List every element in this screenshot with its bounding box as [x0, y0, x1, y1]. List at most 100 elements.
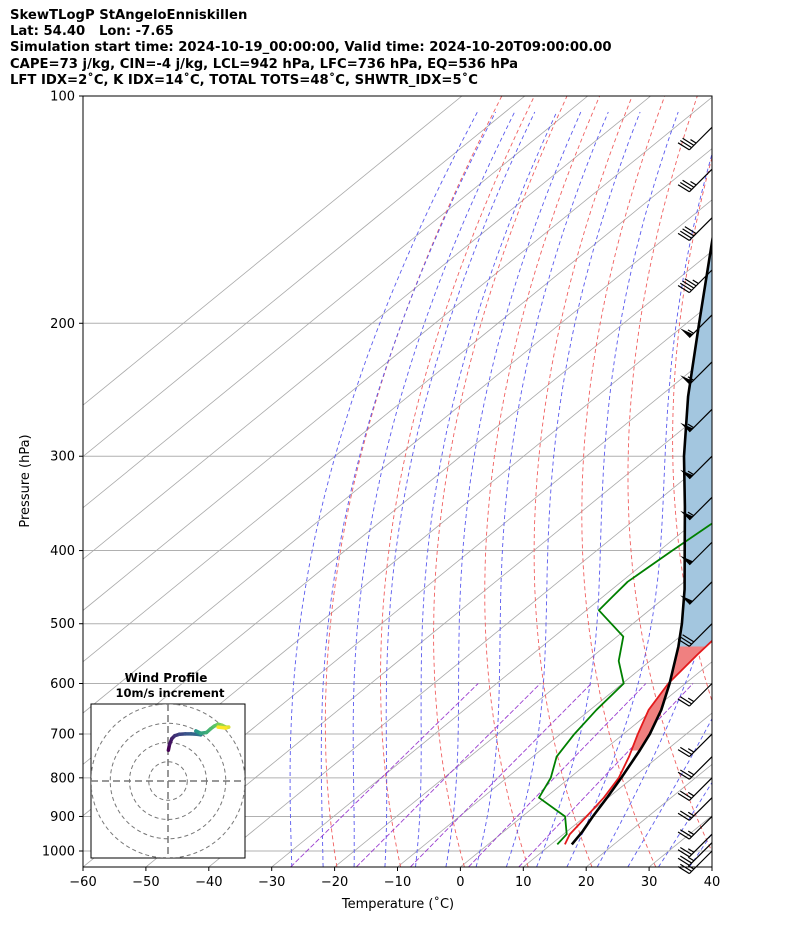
moist-adiabat — [536, 111, 679, 867]
y-tick-label: 400 — [50, 544, 75, 559]
x-axis-label: Temperature (˚C) — [341, 896, 454, 912]
barb-full — [680, 790, 692, 799]
isotherm-line — [83, 199, 712, 714]
x-tick-label: 30 — [641, 875, 658, 890]
stability-parameters: CAPE=73 j/kg, CIN=-4 j/kg, LCL=942 hPa, … — [10, 56, 519, 72]
dry-adiabat — [581, 96, 666, 867]
wind-barb — [677, 850, 713, 875]
isotherm-line — [208, 455, 712, 867]
isotherm-line — [523, 712, 712, 867]
barb-half — [687, 811, 695, 817]
barb-full — [677, 698, 690, 707]
y-axis-label: Pressure (hPa) — [18, 434, 33, 527]
moist-adiabat — [384, 111, 536, 867]
temperature-line — [564, 639, 712, 845]
barb-shaft — [688, 126, 713, 151]
isotherm-line — [334, 558, 712, 867]
barb-half — [687, 856, 695, 862]
x-tick-label: −20 — [321, 875, 348, 890]
y-tick-label: 800 — [50, 771, 75, 786]
barb-full — [680, 636, 692, 645]
barb-flag — [680, 469, 693, 479]
barb-shaft — [688, 408, 713, 433]
wind-barbs — [677, 126, 713, 875]
wind-barb — [677, 623, 713, 647]
barb-full — [680, 829, 692, 838]
barb-full — [677, 184, 690, 193]
moist-adiabat — [415, 111, 558, 867]
wind-barb — [677, 777, 713, 801]
isotherm-line — [83, 96, 712, 611]
hodograph-subtitle: 10m/s increment — [116, 686, 225, 700]
barb-flag — [680, 595, 693, 605]
hodograph-ring — [148, 761, 188, 801]
stability-indices: LFT IDX=2˚C, K IDX=14˚C, TOTAL TOTS=48˚C… — [10, 72, 478, 88]
barb-half — [687, 830, 695, 836]
dewpoint-line — [538, 522, 712, 846]
moist-adiabat — [720, 112, 794, 867]
barb-full — [677, 849, 690, 858]
barb-full — [680, 863, 692, 872]
x-tick-label: 0 — [456, 875, 464, 890]
barb-half — [687, 329, 694, 334]
wind-barb — [677, 842, 713, 866]
barb-full — [677, 285, 690, 294]
barb-shaft — [688, 833, 713, 858]
wind-barb — [677, 756, 713, 780]
cin-area — [631, 646, 706, 751]
barb-flag — [680, 375, 693, 385]
wind-barb — [680, 314, 713, 339]
hodograph-inset: Wind Profile 10m/s increment — [90, 671, 246, 859]
barb-half — [687, 423, 694, 429]
barb-shaft — [688, 683, 713, 707]
dry-adiabat — [484, 96, 601, 867]
wind-barb — [680, 408, 713, 433]
x-tick-label: 10 — [515, 875, 532, 890]
isotherm-line — [83, 148, 712, 663]
barb-half — [690, 139, 697, 144]
cape-cin-fill — [631, 242, 712, 751]
wind-barb — [677, 733, 713, 758]
barb-shaft — [688, 361, 713, 385]
barb-full — [677, 749, 690, 758]
barb-shaft — [688, 850, 713, 875]
barb-shaft — [688, 269, 713, 294]
barb-half — [687, 748, 695, 753]
moist-adiabat — [596, 603, 712, 867]
barb-full — [677, 857, 690, 866]
wind-barb — [677, 816, 713, 840]
barb-shaft — [688, 842, 713, 866]
wind-barb — [680, 455, 713, 480]
isotherm-line — [648, 815, 712, 867]
y-tick-label: 200 — [50, 317, 75, 332]
wind-barb — [680, 496, 713, 521]
barb-full — [682, 634, 695, 643]
barb-shaft — [688, 623, 713, 647]
barb-shaft — [688, 541, 713, 566]
barb-full — [680, 855, 692, 864]
barb-full — [677, 638, 690, 647]
barb-full — [680, 140, 692, 149]
wind-barb — [680, 541, 713, 566]
simulation-times: Simulation start time: 2024-10-19_00:00:… — [10, 40, 612, 56]
barb-shaft — [688, 168, 713, 193]
moist-adiabat — [320, 111, 497, 867]
dry-adiabat — [380, 96, 535, 867]
wind-barb — [677, 683, 713, 707]
wind-barb — [680, 581, 713, 605]
dry-adiabat — [324, 96, 503, 867]
y-tick-label: 100 — [50, 90, 75, 105]
barb-full — [680, 846, 692, 856]
barb-shaft — [688, 581, 713, 605]
barb-half — [692, 279, 699, 285]
wind-barb — [677, 168, 713, 193]
barb-shaft — [688, 797, 713, 821]
barb-shaft — [688, 496, 713, 521]
dry-adiabat — [716, 96, 794, 867]
barb-flag — [680, 510, 693, 520]
barb-half — [687, 791, 695, 797]
wind-barb — [677, 269, 713, 294]
barb-shaft — [688, 816, 713, 840]
parcel-line — [570, 233, 712, 846]
